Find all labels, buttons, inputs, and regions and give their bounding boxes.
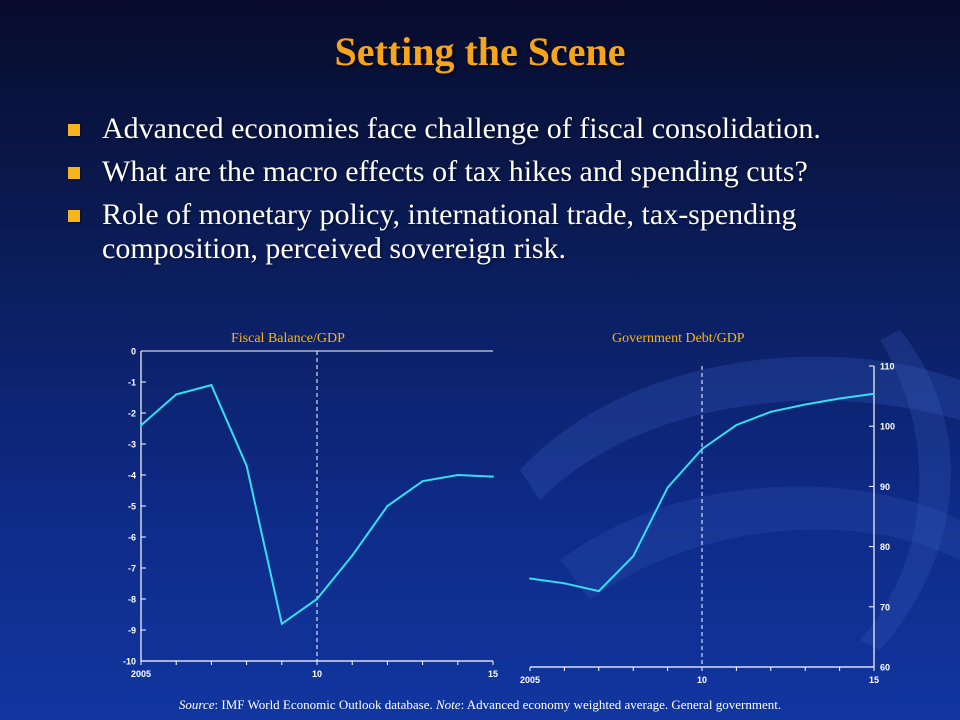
government-debt-data-point: [769, 410, 772, 413]
fiscal-balance-data-point: [386, 505, 389, 507]
fiscal-balance-y-tick-label: -2: [128, 409, 136, 419]
fiscal-balance-data-point: [280, 622, 283, 625]
government-debt-chart-title: Government Debt/GDP: [612, 331, 745, 346]
government-debt-x-tick-label: 15: [869, 675, 879, 685]
bullet-item: What are the macro effects of tax hikes …: [64, 155, 924, 189]
fiscal-balance-data-point: [245, 464, 248, 467]
fiscal-balance-y-tick-label: -3: [128, 440, 136, 450]
slide-title: Setting the Scene: [334, 29, 626, 74]
footnote-note-label: Note: [436, 697, 461, 712]
government-debt-y-tick-label: 60: [880, 663, 890, 673]
government-debt-y-tick-label: 90: [880, 482, 890, 492]
government-debt-data-point: [597, 590, 600, 593]
fiscal-balance-y-tick-label: -6: [128, 533, 136, 543]
footnote: Source: IMF World Economic Outlook datab…: [0, 697, 960, 713]
government-debt-data-point: [632, 555, 635, 558]
government-debt-x-tick-label: 2005: [520, 675, 540, 685]
government-debt-data-point: [666, 486, 669, 489]
bullet-item: Advanced economies face challenge of fis…: [64, 112, 924, 146]
government-debt-y-tick-label: 110: [880, 362, 895, 372]
bullet-square-icon: [68, 124, 80, 136]
footnote-source-text: : IMF World Economic Outlook database.: [214, 697, 436, 712]
government-debt-data-point: [735, 423, 738, 426]
bullet-text: Advanced economies face challenge of fis…: [102, 112, 821, 145]
bullet-text: What are the macro effects of tax hikes …: [102, 155, 808, 188]
fiscal-balance-series-line: [140, 383, 494, 626]
fiscal-balance-y-tick-label: -1: [128, 378, 136, 388]
fiscal-balance-y-tick-label: -9: [128, 626, 136, 636]
government-debt-data-point: [873, 392, 875, 395]
government-debt-y-tick-label: 70: [880, 602, 890, 612]
fiscal-balance-x-tick-label: 2005: [131, 669, 151, 679]
government-debt-data-point: [804, 403, 807, 406]
government-debt-x-tick-label: 10: [697, 675, 707, 685]
fiscal-balance-data-point: [492, 475, 494, 478]
fiscal-balance-data-point: [421, 480, 424, 483]
government-debt-data-point: [838, 397, 841, 400]
fiscal-balance-chart-title: Fiscal Balance/GDP: [231, 331, 345, 346]
fiscal-balance-x-tick-label: 10: [312, 669, 322, 679]
fiscal-balance-data-point: [316, 598, 318, 600]
government-debt-data-point: [529, 577, 531, 580]
fiscal-balance-data-point: [140, 424, 142, 427]
fiscal-balance-y-tick-label: -5: [128, 502, 136, 512]
bullet-list: Advanced economies face challenge of fis…: [64, 112, 924, 275]
bullet-text: Role of monetary policy, international t…: [102, 198, 797, 265]
government-debt-data-point: [563, 582, 566, 585]
bullet-square-icon: [68, 167, 80, 179]
government-debt-data-point: [701, 448, 703, 451]
bullet-item: Role of monetary policy, international t…: [64, 198, 924, 266]
fiscal-balance-y-tick-label: -7: [128, 564, 136, 574]
fiscal-balance-x-tick-label: 15: [488, 669, 498, 679]
footnote-note-text: : Advanced economy weighted average. Gen…: [460, 697, 782, 712]
government-debt-y-tick-label: 80: [880, 542, 890, 552]
fiscal-balance-data-point: [175, 393, 178, 396]
fiscal-balance-y-tick-label: -4: [128, 471, 136, 481]
fiscal-balance-data-point: [210, 384, 213, 387]
fiscal-balance-data-point: [456, 474, 459, 476]
footnote-source-label: Source: [178, 697, 215, 712]
fiscal-balance-y-tick-label: 0: [131, 347, 136, 357]
fiscal-balance-y-tick-label: -8: [128, 595, 136, 605]
fiscal-balance-y-tick-label: -10: [123, 657, 136, 667]
bullet-square-icon: [68, 210, 80, 222]
government-debt-y-tick-label: 100: [880, 422, 895, 432]
fiscal-balance-data-point: [351, 554, 354, 557]
